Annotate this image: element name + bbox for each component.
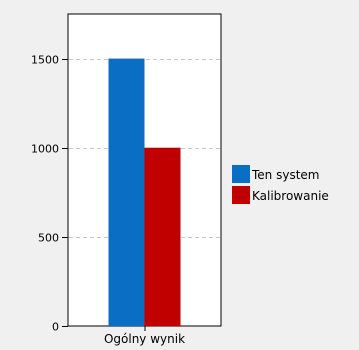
- x-axis: Ogólny wynik: [104, 326, 185, 346]
- bars: [108, 58, 181, 326]
- x-category-label: Ogólny wynik: [104, 332, 185, 346]
- bar-kalibrowanie: [144, 147, 181, 326]
- legend-label: Ten system: [251, 168, 319, 182]
- y-tick-label: 1500: [31, 54, 59, 67]
- legend: Ten system Kalibrowanie: [232, 165, 329, 204]
- y-tick-label: 1000: [31, 143, 59, 156]
- y-axis: 0 500 1000 1500: [31, 54, 68, 334]
- y-tick-label: 0: [52, 321, 59, 334]
- legend-label: Kalibrowanie: [252, 189, 329, 203]
- y-tick-label: 500: [38, 232, 59, 245]
- bar-ten-system: [108, 58, 145, 326]
- legend-swatch: [232, 186, 250, 204]
- legend-swatch: [232, 165, 250, 183]
